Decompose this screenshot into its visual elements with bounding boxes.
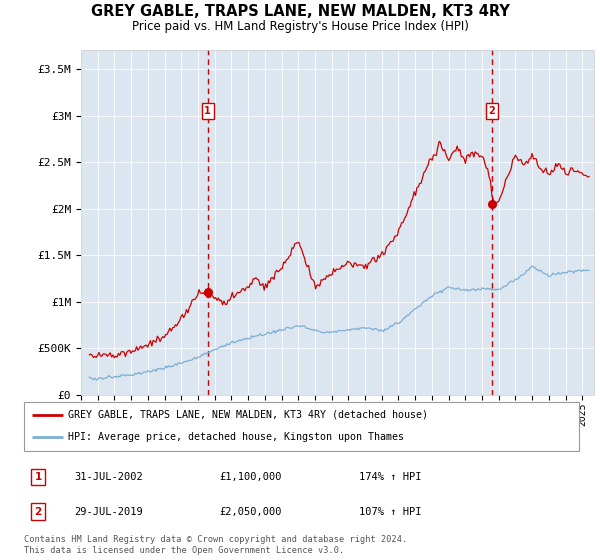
FancyBboxPatch shape	[24, 402, 579, 451]
Text: GREY GABLE, TRAPS LANE, NEW MALDEN, KT3 4RY: GREY GABLE, TRAPS LANE, NEW MALDEN, KT3 …	[91, 4, 509, 20]
Text: £1,100,000: £1,100,000	[220, 472, 282, 482]
Text: HPI: Average price, detached house, Kingston upon Thames: HPI: Average price, detached house, King…	[68, 432, 404, 442]
Text: 2: 2	[34, 507, 41, 516]
Text: GREY GABLE, TRAPS LANE, NEW MALDEN, KT3 4RY (detached house): GREY GABLE, TRAPS LANE, NEW MALDEN, KT3 …	[68, 410, 428, 420]
Text: 107% ↑ HPI: 107% ↑ HPI	[359, 507, 421, 516]
Text: 1: 1	[204, 106, 211, 116]
Text: 1: 1	[34, 472, 41, 482]
Text: 31-JUL-2002: 31-JUL-2002	[74, 472, 143, 482]
Text: 29-JUL-2019: 29-JUL-2019	[74, 507, 143, 516]
Text: 174% ↑ HPI: 174% ↑ HPI	[359, 472, 421, 482]
Text: 2: 2	[488, 106, 495, 116]
Text: Contains HM Land Registry data © Crown copyright and database right 2024.
This d: Contains HM Land Registry data © Crown c…	[24, 535, 407, 555]
Text: £2,050,000: £2,050,000	[220, 507, 282, 516]
Text: Price paid vs. HM Land Registry's House Price Index (HPI): Price paid vs. HM Land Registry's House …	[131, 20, 469, 32]
